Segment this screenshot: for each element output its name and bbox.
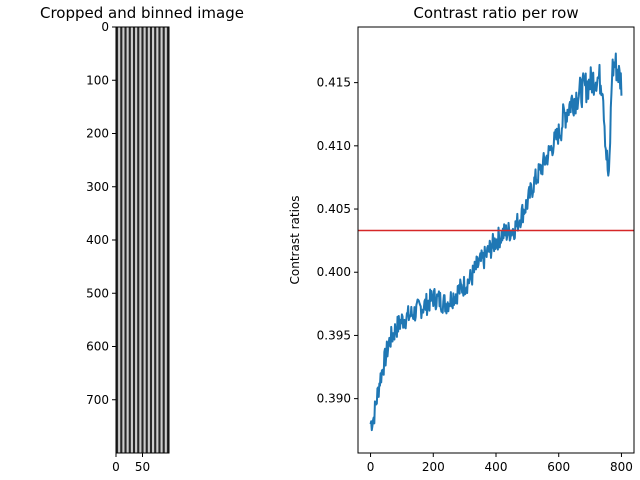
image-stripe <box>166 27 170 453</box>
image-stripe <box>145 27 149 453</box>
image-stripe <box>139 27 142 453</box>
image-stripe <box>141 27 144 453</box>
image-stripe <box>160 27 163 453</box>
y-tick-label: 200 <box>86 127 109 141</box>
x-tick-label: 400 <box>485 460 508 474</box>
image-stripe <box>118 27 121 453</box>
image-stripe <box>149 27 153 453</box>
image-stripe <box>143 27 146 453</box>
contrast-series-line <box>369 52 623 432</box>
x-tick-label: 600 <box>547 460 570 474</box>
y-tick-label: 0.415 <box>317 76 351 90</box>
x-tick-label: 200 <box>422 460 445 474</box>
x-tick-label: 50 <box>135 460 150 474</box>
y-tick-label: 500 <box>86 286 109 300</box>
image-stripe <box>162 27 166 453</box>
image-stripe <box>154 27 157 453</box>
image-panel-ticks: 0 100 200 300 400 500 600 700 0 50 <box>86 20 150 474</box>
y-tick-label: 600 <box>86 340 109 354</box>
line-panel-title: Contrast ratio per row <box>413 4 578 22</box>
image-stripe <box>132 27 136 453</box>
image-stripe <box>122 27 125 453</box>
image-stripe <box>116 27 119 453</box>
line-panel-frame <box>357 26 635 454</box>
y-tick-label: 0.405 <box>317 202 351 216</box>
y-tick-label: 300 <box>86 180 109 194</box>
x-tick-label: 800 <box>610 460 633 474</box>
line-panel: Contrast ratio per row Contrast ratios 0… <box>288 4 635 474</box>
image-stripe <box>158 27 161 453</box>
y-tick-label: 0.390 <box>317 392 351 406</box>
image-panel: Cropped and binned image 0 100 200 300 400 50… <box>40 4 244 474</box>
image-stripe <box>152 27 155 453</box>
binned-image <box>116 27 170 453</box>
image-stripe <box>164 27 168 453</box>
x-tick-label: 0 <box>367 460 375 474</box>
y-tick-label: 0 <box>101 20 109 34</box>
y-tick-label: 700 <box>86 393 109 407</box>
image-stripe <box>120 27 123 453</box>
line-panel-ticks: 0.390 0.395 0.400 0.405 0.410 0.415 0 200 400 600… <box>317 76 633 474</box>
image-stripe <box>130 27 134 453</box>
image-stripe <box>137 27 140 453</box>
image-panel-title: Cropped and binned image <box>40 4 244 22</box>
image-stripe <box>128 27 132 453</box>
x-tick-label: 0 <box>112 460 120 474</box>
image-stripe <box>135 27 138 453</box>
y-tick-label: 400 <box>86 233 109 247</box>
image-stripe <box>124 27 127 453</box>
image-stripe <box>126 27 130 453</box>
y-axis-label: Contrast ratios <box>288 195 302 284</box>
y-tick-label: 100 <box>86 73 109 87</box>
image-stripe <box>156 27 159 453</box>
y-tick-label: 0.400 <box>317 265 351 279</box>
y-tick-label: 0.410 <box>317 139 351 153</box>
image-stripe <box>147 27 151 453</box>
y-tick-label: 0.395 <box>317 328 351 342</box>
